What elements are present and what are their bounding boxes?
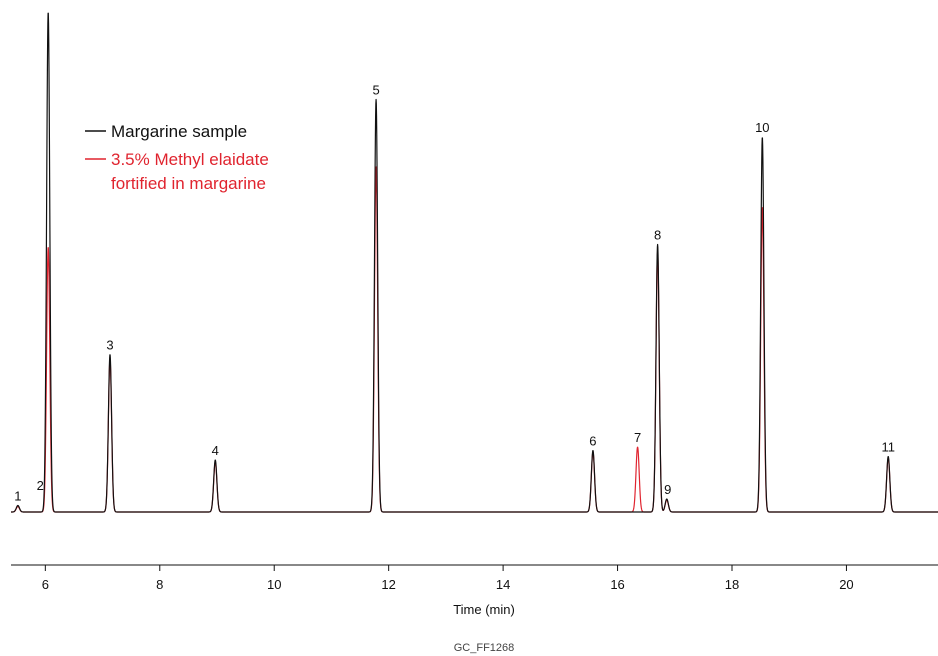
peak-label-7: 7 [634, 430, 641, 445]
legend-label-margarine: Margarine sample [111, 122, 247, 141]
legend-label-fortified-line2: fortified in margarine [111, 174, 266, 193]
x-tick-label-8: 8 [156, 577, 163, 592]
peak-label-11: 11 [881, 440, 895, 455]
peak-label-3: 3 [106, 338, 113, 353]
legend-label-fortified: 3.5% Methyl elaidate fortified in margar… [111, 150, 274, 193]
x-tick-label-10: 10 [267, 577, 281, 592]
peak-label-6: 6 [589, 434, 596, 449]
x-axis-title: Time (min) [453, 602, 515, 617]
peak-label-1: 1 [14, 489, 21, 504]
trace-fortified-sample [10, 166, 938, 513]
legend-label-fortified-line1: 3.5% Methyl elaidate [111, 150, 269, 169]
x-tick-label-20: 20 [839, 577, 853, 592]
x-tick-label-6: 6 [42, 577, 49, 592]
peak-label-9: 9 [664, 482, 671, 497]
peak-label-5: 5 [372, 83, 379, 98]
figure-code: GC_FF1268 [454, 642, 515, 654]
peak-label-2: 2 [37, 478, 44, 493]
peak-label-8: 8 [654, 228, 661, 243]
x-tick-label-14: 14 [496, 577, 510, 592]
chromatogram-traces [10, 12, 938, 513]
peak-label-10: 10 [755, 120, 769, 135]
x-axis-ticks: 6 8 10 12 14 16 18 20 [42, 565, 854, 592]
peak-label-4: 4 [212, 443, 219, 458]
peak-labels: 1 2 3 4 5 6 7 8 9 10 11 [14, 83, 895, 504]
x-tick-label-18: 18 [725, 577, 739, 592]
legend: Margarine sample 3.5% Methyl elaidate fo… [85, 122, 274, 193]
x-tick-label-16: 16 [610, 577, 624, 592]
trace-margarine-sample [10, 12, 938, 513]
x-tick-label-12: 12 [381, 577, 395, 592]
